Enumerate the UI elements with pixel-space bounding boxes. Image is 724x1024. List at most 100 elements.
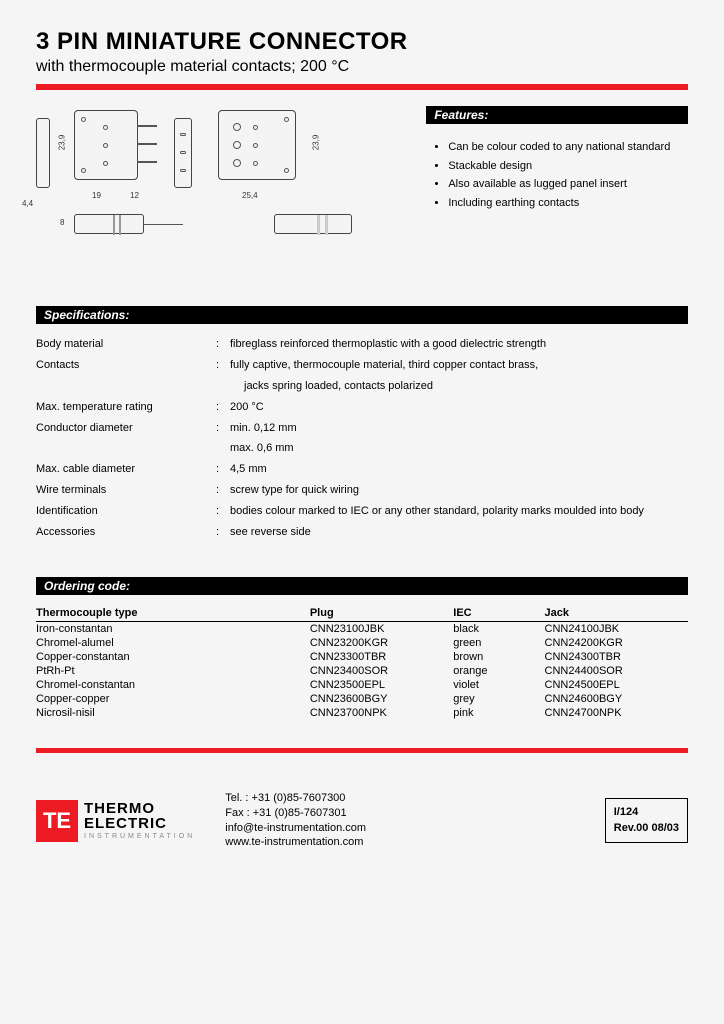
- features-list: Can be colour coded to any national stan…: [426, 138, 688, 213]
- cell-jack: CNN24600BGY: [545, 692, 688, 706]
- spec-value: fibreglass reinforced thermoplastic with…: [230, 334, 688, 355]
- cell-plug: CNN23200KGR: [310, 636, 453, 650]
- table-row: Chromel-constantanCNN23500EPLvioletCNN24…: [36, 678, 688, 692]
- spec-colon: :: [216, 459, 230, 480]
- feature-item: Also available as lugged panel insert: [448, 175, 688, 194]
- spec-label: Max. cable diameter: [36, 459, 216, 480]
- spec-label: Identification: [36, 501, 216, 522]
- spec-row: Wire terminals:screw type for quick wiri…: [36, 480, 688, 501]
- contact-tel: Tel. : +31 (0)85-7607300: [225, 791, 575, 806]
- specs-table: Body material:fibreglass reinforced ther…: [36, 334, 688, 543]
- spec-colon: :: [216, 522, 230, 543]
- cell-type: Nicrosil-nisil: [36, 706, 310, 720]
- feature-item: Stackable design: [448, 157, 688, 176]
- spec-colon: :: [216, 418, 230, 439]
- spec-colon: :: [216, 355, 230, 376]
- spec-row: Max. cable diameter:4,5 mm: [36, 459, 688, 480]
- cell-plug: CNN23400SOR: [310, 664, 453, 678]
- spec-colon: :: [216, 334, 230, 355]
- spec-row: Identification:bodies colour marked to I…: [36, 501, 688, 522]
- th-type: Thermocouple type: [36, 605, 310, 622]
- cell-iec: pink: [453, 706, 544, 720]
- technical-drawing: 4,4 23,9 19 12: [36, 106, 406, 266]
- cell-jack: CNN24400SOR: [545, 664, 688, 678]
- spec-row: Contacts:fully captive, thermocouple mat…: [36, 355, 688, 376]
- cell-jack: CNN24700NPK: [545, 706, 688, 720]
- spec-label: Contacts: [36, 355, 216, 376]
- cell-iec: orange: [453, 664, 544, 678]
- table-row: Copper-constantanCNN23300TBRbrownCNN2430…: [36, 650, 688, 664]
- cell-type: Chromel-constantan: [36, 678, 310, 692]
- cell-plug: CNN23300TBR: [310, 650, 453, 664]
- table-row: Chromel-alumelCNN23200KGRgreenCNN24200KG…: [36, 636, 688, 650]
- table-row: Copper-copperCNN23600BGYgreyCNN24600BGY: [36, 692, 688, 706]
- cell-iec: black: [453, 621, 544, 636]
- spec-colon: :: [216, 501, 230, 522]
- spec-colon: [216, 438, 230, 459]
- doc-rev: Rev.00 08/03: [614, 821, 679, 836]
- cell-jack: CNN24100JBK: [545, 621, 688, 636]
- cell-jack: CNN24200KGR: [545, 636, 688, 650]
- spec-label: Wire terminals: [36, 480, 216, 501]
- ordering-table: Thermocouple type Plug IEC Jack Iron-con…: [36, 605, 688, 720]
- spec-value: jacks spring loaded, contacts polarized: [230, 376, 688, 397]
- spec-colon: [216, 376, 230, 397]
- page-title: 3 PIN MINIATURE CONNECTOR: [36, 28, 688, 56]
- cell-plug: CNN23500EPL: [310, 678, 453, 692]
- th-iec: IEC: [453, 605, 544, 622]
- table-row: Nicrosil-nisilCNN23700NPKpinkCNN24700NPK: [36, 706, 688, 720]
- contact-block: Tel. : +31 (0)85-7607300 Fax : +31 (0)85…: [225, 791, 575, 850]
- spec-row: Accessories:see reverse side: [36, 522, 688, 543]
- cell-jack: CNN24500EPL: [545, 678, 688, 692]
- cell-iec: green: [453, 636, 544, 650]
- spec-value: min. 0,12 mm: [230, 418, 688, 439]
- red-divider-bottom: [36, 748, 688, 753]
- spec-row: Max. temperature rating:200 °C: [36, 397, 688, 418]
- cell-plug: CNN23700NPK: [310, 706, 453, 720]
- spec-colon: :: [216, 397, 230, 418]
- logo-line1: THERMO: [84, 801, 195, 816]
- feature-item: Including earthing contacts: [448, 194, 688, 213]
- logo-line3: INSTRUMENTATION: [84, 833, 195, 840]
- spec-row: Body material:fibreglass reinforced ther…: [36, 334, 688, 355]
- cell-type: Copper-copper: [36, 692, 310, 706]
- spec-label: Conductor diameter: [36, 418, 216, 439]
- spec-value: see reverse side: [230, 522, 688, 543]
- logo-mark: TE: [36, 800, 78, 842]
- cell-type: PtRh-Pt: [36, 664, 310, 678]
- spec-label: Accessories: [36, 522, 216, 543]
- feature-item: Can be colour coded to any national stan…: [448, 138, 688, 157]
- contact-fax: Fax : +31 (0)85-7607301: [225, 806, 575, 821]
- cell-plug: CNN23100JBK: [310, 621, 453, 636]
- page-subtitle: with thermocouple material contacts; 200…: [36, 58, 688, 76]
- th-jack: Jack: [545, 605, 688, 622]
- contact-email: info@te-instrumentation.com: [225, 821, 575, 836]
- spec-label: Max. temperature rating: [36, 397, 216, 418]
- cell-iec: brown: [453, 650, 544, 664]
- spec-row: max. 0,6 mm: [36, 438, 688, 459]
- th-plug: Plug: [310, 605, 453, 622]
- specs-header: Specifications:: [36, 306, 688, 324]
- spec-row: Conductor diameter:min. 0,12 mm: [36, 418, 688, 439]
- spec-colon: :: [216, 480, 230, 501]
- doc-code: I/124: [614, 805, 679, 820]
- features-header: Features:: [426, 106, 688, 124]
- spec-label: Body material: [36, 334, 216, 355]
- spec-row: jacks spring loaded, contacts polarized: [36, 376, 688, 397]
- cell-plug: CNN23600BGY: [310, 692, 453, 706]
- logo-line2: ELECTRIC: [84, 816, 195, 831]
- cell-type: Iron-constantan: [36, 621, 310, 636]
- revision-box: I/124 Rev.00 08/03: [605, 798, 688, 843]
- table-row: PtRh-PtCNN23400SORorangeCNN24400SOR: [36, 664, 688, 678]
- spec-value: 200 °C: [230, 397, 688, 418]
- spec-label: [36, 438, 216, 459]
- spec-label: [36, 376, 216, 397]
- spec-value: fully captive, thermocouple material, th…: [230, 355, 688, 376]
- spec-value: screw type for quick wiring: [230, 480, 688, 501]
- cell-jack: CNN24300TBR: [545, 650, 688, 664]
- cell-iec: violet: [453, 678, 544, 692]
- spec-value: bodies colour marked to IEC or any other…: [230, 501, 688, 522]
- ordering-header: Ordering code:: [36, 577, 688, 595]
- red-divider: [36, 84, 688, 90]
- table-row: Iron-constantanCNN23100JBKblackCNN24100J…: [36, 621, 688, 636]
